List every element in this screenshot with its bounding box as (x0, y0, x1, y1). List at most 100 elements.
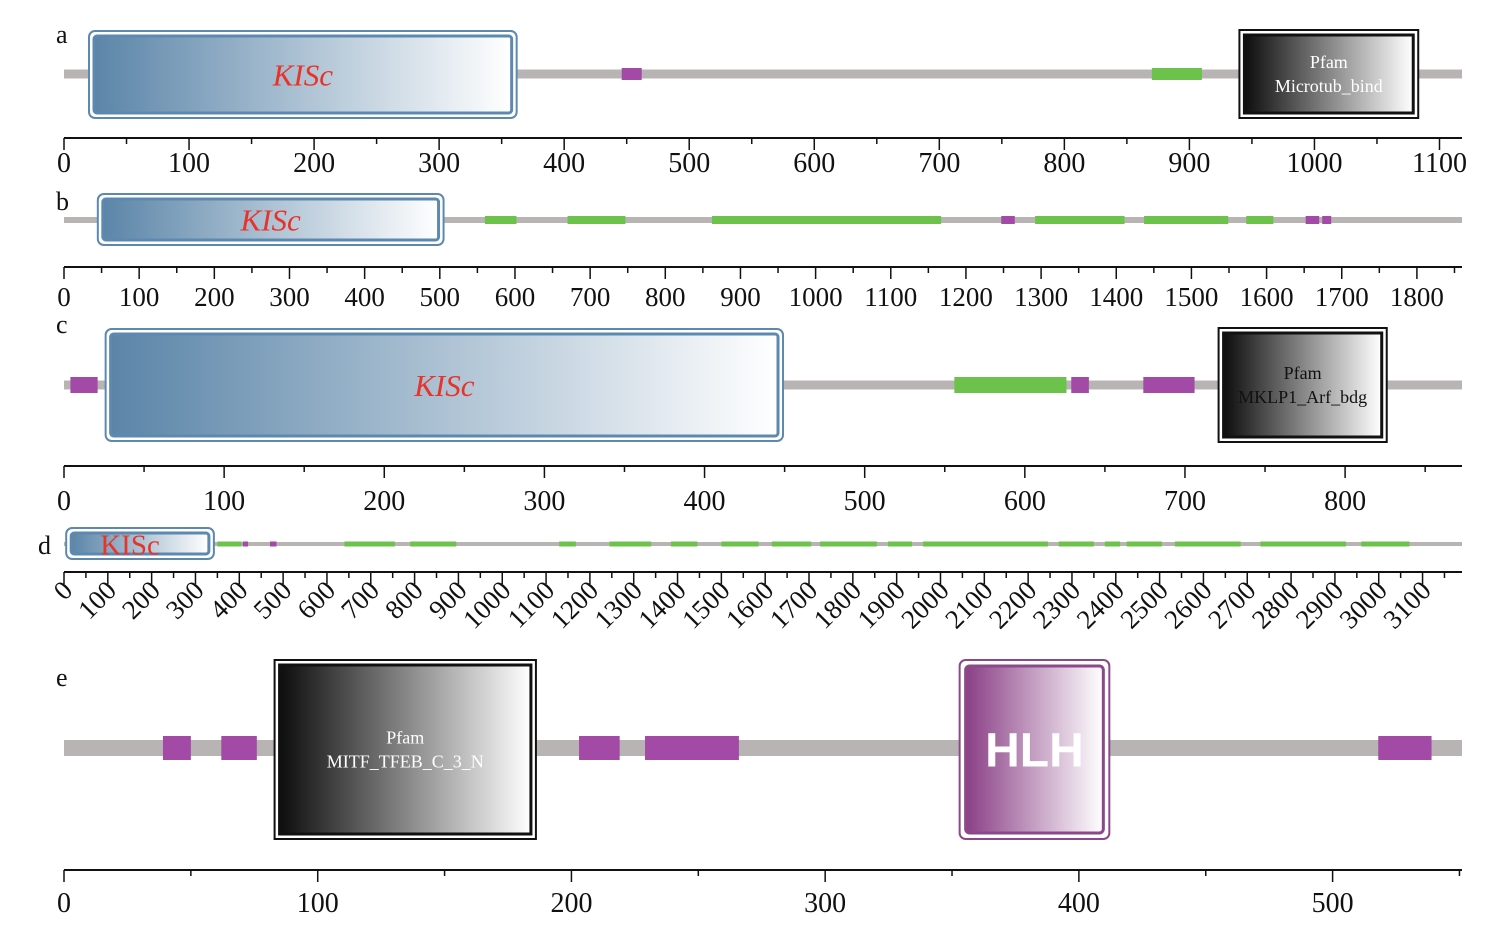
motif-green-d (1174, 541, 1241, 547)
motif-green-b (484, 216, 517, 224)
motif-green-d (670, 541, 698, 547)
axis-tick-label-d: 1100 (502, 575, 561, 634)
axis-tick-label-d: 3000 (1334, 575, 1393, 634)
axis-tick-label-d: 2700 (1202, 575, 1261, 634)
axis-tick-label-b: 400 (344, 282, 385, 312)
axis-tick-label-c: 100 (203, 486, 245, 517)
axis-tick-label-d: 1700 (764, 575, 823, 634)
axis-tick-label-e: 300 (804, 888, 846, 919)
axis-tick-label-e: 500 (1312, 888, 1354, 919)
axis-tick-label-d: 1400 (632, 575, 691, 634)
axis-tick-label-b: 1100 (864, 282, 917, 312)
axis-tick-label-d: 1900 (852, 575, 911, 634)
panel-label-b: b (56, 187, 69, 216)
axis-tick-label-a: 500 (668, 148, 710, 179)
axis-tick-label-c: 800 (1324, 486, 1366, 517)
motif-green-d (922, 541, 1048, 547)
motif-green-b (1144, 216, 1229, 224)
pfam-domain-name-a: Microtub_bind (1275, 76, 1383, 96)
axis-tick-label-d: 2900 (1290, 575, 1349, 634)
axis-tick-label-d: 300 (160, 575, 210, 625)
kisc-domain-fill-a (92, 34, 514, 115)
kisc-domain-label-b: KISc (240, 203, 302, 238)
motif-green-b (1035, 216, 1125, 224)
axis-tick-label-d: 3100 (1377, 575, 1436, 634)
motif-purple-e (1378, 736, 1432, 760)
motif-green-d (1361, 541, 1410, 547)
motif-purple-b (1322, 216, 1332, 224)
motif-purple-c (1143, 377, 1195, 393)
axis-tick-label-d: 100 (72, 575, 122, 625)
motif-purple-c (1071, 377, 1089, 393)
axis-tick-label-a: 100 (168, 148, 210, 179)
motif-purple-a (621, 68, 642, 80)
motif-green-d (410, 541, 457, 547)
motif-purple-e (162, 736, 191, 760)
axis-tick-label-d: 200 (116, 575, 166, 625)
axis-tick-label-b: 600 (495, 282, 536, 312)
motif-green-b (711, 216, 942, 224)
motif-purple-b (1001, 216, 1015, 224)
axis-tick-label-a: 600 (793, 148, 835, 179)
axis-tick-label-b: 0 (57, 282, 71, 312)
axis-tick-label-a: 200 (293, 148, 335, 179)
motif-green-d (887, 541, 913, 547)
motif-green-d (1126, 541, 1162, 547)
axis-tick-label-e: 200 (550, 888, 592, 919)
motif-purple-d (242, 541, 249, 547)
kisc-domain-label-c: KISc (413, 368, 475, 403)
panel-label-e: e (56, 663, 68, 692)
panel-label-c: c (56, 310, 68, 339)
axis-tick-label-d: 1300 (589, 575, 648, 634)
axis-tick-label-d: 500 (248, 575, 298, 625)
motif-green-b (1246, 216, 1274, 224)
motif-green-d (721, 541, 759, 547)
pfam-domain-label-c: Pfam (1284, 363, 1322, 383)
axis-tick-label-e: 100 (297, 888, 339, 919)
motif-green-d (819, 541, 877, 547)
kisc-domain-fill-d (69, 531, 211, 556)
motif-green-c (954, 377, 1067, 393)
motif-green-d (1104, 541, 1121, 547)
axis-tick-label-c: 200 (363, 486, 405, 517)
motif-green-b (567, 216, 626, 224)
pfam-domain-label-e: Pfam (386, 728, 424, 748)
axis-tick-label-d: 1000 (457, 575, 516, 634)
axis-tick-label-a: 300 (418, 148, 460, 179)
motif-green-d (1260, 541, 1346, 547)
motif-green-d (344, 541, 395, 547)
axis-tick-label-d: 1200 (545, 575, 604, 634)
axis-tick-label-a: 700 (918, 148, 960, 179)
axis-tick-label-a: 1000 (1286, 148, 1342, 179)
axis-tick-label-c: 700 (1164, 486, 1206, 517)
axis-tick-label-b: 1800 (1390, 282, 1444, 312)
axis-tick-label-d: 2500 (1114, 575, 1173, 634)
axis-tick-label-c: 400 (684, 486, 726, 517)
axis-tick-label-a: 800 (1043, 148, 1085, 179)
axis-tick-label-b: 1200 (939, 282, 993, 312)
motif-purple-d (269, 541, 277, 547)
kisc-domain-fill-b (101, 197, 441, 242)
motif-green-a (1151, 68, 1202, 80)
axis-tick-label-b: 800 (645, 282, 686, 312)
axis-tick-label-d: 2800 (1246, 575, 1305, 634)
pfam-domain-label-a: Pfam (1310, 52, 1348, 72)
axis-tick-label-b: 1600 (1240, 282, 1294, 312)
motif-green-d (559, 541, 576, 547)
axis-tick-label-b: 500 (420, 282, 461, 312)
motif-purple-e (645, 736, 739, 760)
axis-tick-label-a: 900 (1168, 148, 1210, 179)
pfam-domain-name-c: MKLP1_Arf_bdg (1238, 387, 1367, 407)
motif-green-d (609, 541, 652, 547)
panel-label-d: d (38, 531, 51, 560)
hlh-domain-fill-e (964, 664, 1105, 835)
motif-purple-e (221, 736, 257, 760)
axis-tick-label-d: 700 (335, 575, 385, 625)
axis-tick-label-a: 400 (543, 148, 585, 179)
motif-green-d (771, 541, 812, 547)
axis-tick-label-e: 0 (57, 888, 71, 919)
hlh-domain-label-e: HLH (985, 725, 1084, 778)
axis-tick-label-b: 700 (570, 282, 611, 312)
panel-label-a: a (56, 20, 68, 49)
